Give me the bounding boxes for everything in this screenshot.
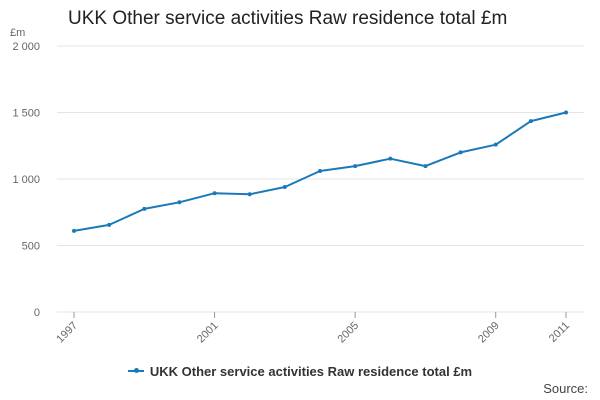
x-tick-label: 2005 [335, 320, 361, 346]
y-tick-label: 1 500 [12, 108, 40, 120]
x-tick-label: 2001 [195, 320, 221, 346]
data-point[interactable] [458, 150, 463, 155]
data-point[interactable] [212, 191, 217, 196]
data-point[interactable] [107, 222, 112, 227]
data-point[interactable] [423, 164, 428, 169]
legend-marker-icon [133, 367, 139, 373]
y-axis-ticks: 0 500 1 000 1 500 2 000 [12, 41, 40, 319]
data-point[interactable] [72, 228, 76, 233]
y-tick-label: 0 [34, 307, 40, 319]
data-point[interactable] [318, 169, 322, 174]
y-tick-label: 1 000 [12, 174, 40, 186]
series-group [72, 110, 568, 233]
x-axis-ticks: 1997 2001 2005 2009 2011 [54, 312, 572, 345]
y-axis-unit-label: £m [10, 27, 25, 39]
gridlines [57, 45, 584, 313]
data-point[interactable] [177, 200, 182, 205]
data-point[interactable] [528, 119, 533, 124]
legend-swatch-icon [127, 367, 144, 373]
data-point[interactable] [142, 206, 147, 211]
data-point[interactable] [247, 192, 252, 197]
chart-title: UKK Other service activities Raw residen… [68, 8, 508, 29]
data-point[interactable] [353, 164, 358, 169]
data-point[interactable] [564, 110, 568, 115]
y-tick-label: 2 000 [12, 41, 40, 53]
data-point[interactable] [282, 184, 287, 189]
x-tick-label: 2009 [476, 320, 502, 346]
y-tick-label: 500 [22, 241, 40, 253]
source-label: Source: [543, 381, 588, 396]
data-point[interactable] [493, 142, 498, 147]
legend-label: UKK Other service activities Raw residen… [149, 364, 473, 379]
legend: UKK Other service activities Raw residen… [0, 364, 600, 379]
x-tick-label: 2011 [547, 320, 572, 345]
data-point[interactable] [388, 156, 393, 161]
x-tick-label: 1997 [54, 320, 80, 346]
